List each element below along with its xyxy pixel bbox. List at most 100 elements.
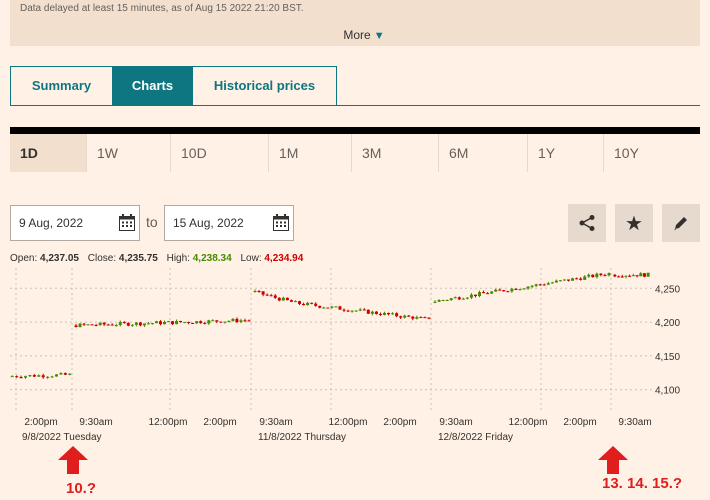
candle-body: [530, 285, 534, 287]
candle-body: [399, 316, 403, 318]
candle-body: [482, 292, 486, 294]
annotation-arrow-left: [58, 446, 88, 474]
candle-body: [562, 279, 566, 281]
candle-body: [575, 278, 579, 280]
calendar-icon[interactable]: [119, 214, 135, 231]
candle-body: [558, 280, 562, 282]
candle-body: [150, 323, 154, 325]
candle-body: [19, 377, 23, 379]
candle-body: [187, 322, 191, 324]
candle-body: [261, 291, 265, 295]
candle-body: [130, 324, 134, 326]
start-date-field[interactable]: 9 Aug, 2022: [10, 205, 140, 241]
candle-body: [289, 300, 293, 302]
candle-body: [445, 300, 449, 302]
edit-chart-button[interactable]: [662, 204, 700, 242]
candle-body: [628, 275, 632, 277]
candle-body: [154, 321, 158, 324]
x-tick-label: 9:30am: [618, 417, 651, 428]
price-chart[interactable]: 4,100 4,150 4,200 4,250 2:00pm 9:30am 12:00pm…: [0, 262, 710, 448]
candle-body: [567, 279, 571, 281]
candle-body: [617, 276, 621, 278]
candlestick-series: [10, 272, 650, 379]
candle-body: [554, 280, 558, 283]
more-button[interactable]: More ▼: [332, 26, 396, 44]
candle-body: [326, 307, 330, 309]
candle-body: [203, 323, 207, 325]
candle-body: [179, 320, 183, 323]
candle-body: [63, 373, 67, 375]
range-3m[interactable]: 3M: [352, 134, 439, 172]
x-tick-label: 12:00pm: [509, 417, 548, 428]
share-button[interactable]: [568, 204, 606, 242]
x-tick-label: 2:00pm: [563, 417, 596, 428]
candle-body: [646, 272, 650, 277]
candle-body: [358, 309, 362, 311]
high-value: 4,238.34: [192, 253, 232, 264]
candle-body: [59, 373, 63, 375]
candle-body: [603, 275, 607, 277]
x-tick-label: 2:00pm: [24, 417, 57, 428]
candle-body: [207, 320, 211, 324]
x-tick-label: 9:30am: [79, 417, 112, 428]
candle-body: [342, 309, 346, 311]
candle-body: [494, 289, 498, 292]
candle-body: [370, 311, 374, 314]
candle-body: [478, 292, 482, 297]
candle-body: [24, 376, 27, 378]
end-date-field[interactable]: 15 Aug, 2022: [164, 205, 294, 241]
range-1m[interactable]: 1M: [269, 134, 352, 172]
range-10y[interactable]: 10Y: [614, 145, 639, 161]
star-icon: ★: [625, 212, 643, 235]
share-icon: [579, 215, 595, 231]
range-1w[interactable]: 1W: [87, 134, 171, 172]
tab-summary[interactable]: Summary: [10, 66, 113, 106]
candle-body: [41, 375, 45, 378]
candle-body: [211, 320, 215, 322]
pencil-icon: [674, 217, 687, 230]
candle-body: [15, 376, 19, 378]
candle-body: [46, 376, 50, 378]
candle-body: [639, 273, 643, 277]
range-1y[interactable]: 1Y: [528, 134, 604, 172]
candle-body: [114, 325, 118, 327]
range-1d[interactable]: 1D: [10, 134, 87, 172]
candle-body: [395, 313, 399, 317]
candle-body: [171, 321, 175, 325]
x-tick-label: 9:30am: [259, 417, 292, 428]
tab-historical-prices[interactable]: Historical prices: [193, 66, 337, 106]
candle-body: [620, 276, 624, 278]
candle-body: [183, 322, 187, 324]
candle-body: [366, 309, 370, 314]
candle-body: [338, 306, 342, 310]
end-date-value: 15 Aug, 2022: [173, 216, 244, 230]
candle-body: [10, 376, 14, 378]
candle-body: [158, 321, 162, 325]
date-range-to-label: to: [146, 214, 158, 230]
candle-body: [514, 288, 518, 290]
candle-body: [90, 324, 94, 326]
candle-body: [631, 275, 635, 277]
x-tick-label: 2:00pm: [383, 417, 416, 428]
candle-body: [215, 320, 219, 322]
candle-body: [449, 298, 453, 301]
day-label: 11/8/2022 Thursday: [258, 432, 346, 443]
candle-body: [486, 293, 490, 295]
candle-body: [583, 276, 587, 280]
candle-body: [411, 316, 415, 319]
candle-body: [642, 273, 646, 277]
favourite-button[interactable]: ★: [615, 204, 653, 242]
y-axis: 4,100 4,150 4,200 4,250: [655, 284, 680, 396]
delay-notice: Data delayed at least 15 minutes, as of …: [20, 3, 304, 14]
y-tick-label: 4,250: [655, 284, 680, 295]
range-10d[interactable]: 10D: [171, 134, 269, 172]
candle-body: [382, 312, 386, 315]
candle-body: [167, 321, 171, 323]
open-value: 4,237.05: [40, 253, 79, 264]
candle-body: [599, 273, 603, 276]
calendar-icon[interactable]: [273, 214, 289, 231]
candle-body: [191, 323, 195, 325]
candle-body: [199, 321, 203, 324]
range-6m[interactable]: 6M: [439, 134, 528, 172]
tab-charts[interactable]: Charts: [113, 66, 193, 106]
